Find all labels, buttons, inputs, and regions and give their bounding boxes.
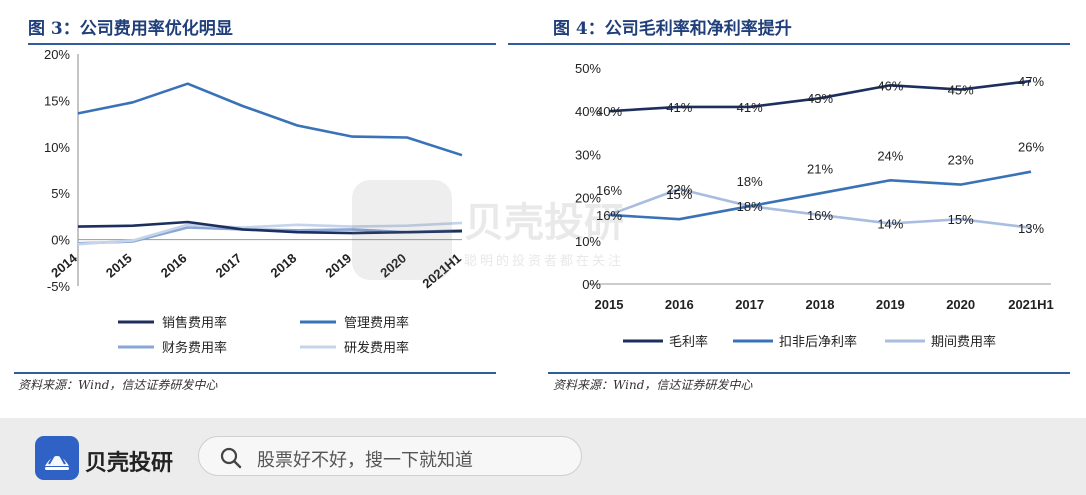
data-label: 16%	[596, 208, 622, 223]
data-label: 22%	[666, 182, 692, 197]
x-tick-label: 2021H1	[1008, 297, 1054, 312]
x-tick-label: 2020	[377, 250, 409, 280]
series-line-2	[77, 82, 463, 157]
left-bottom-rule	[14, 372, 496, 374]
legend-label: 管理费用率	[344, 315, 409, 330]
y-tick-label: 10%	[575, 234, 601, 249]
data-label: 24%	[877, 148, 903, 163]
brand-logo-icon[interactable]	[35, 436, 79, 480]
data-label: 15%	[948, 212, 974, 227]
data-label: 40%	[596, 104, 622, 119]
y-tick-label: 0%	[51, 233, 70, 248]
x-tick-label: 2016	[158, 250, 190, 280]
legend-label: 销售费用率	[162, 315, 227, 330]
right-margin-chart: 0% 10% 20% 30% 40% 50% 2015 2016 2017 2018 2019 202…	[575, 61, 1054, 349]
data-label: 43%	[807, 91, 833, 106]
x-tick-label: 2019	[876, 297, 905, 312]
data-label: 23%	[948, 153, 974, 168]
search-icon	[220, 447, 242, 469]
data-label: 16%	[596, 183, 622, 198]
x-tick-label: 2017	[213, 250, 245, 280]
right-title-rule	[508, 43, 1070, 45]
y-tick-label: 0%	[582, 277, 601, 292]
left-title-rule	[28, 43, 496, 45]
data-label: 46%	[877, 78, 903, 93]
y-tick-label: 20%	[44, 47, 70, 62]
data-label: 15%	[666, 187, 692, 202]
data-label: 45%	[948, 83, 974, 98]
x-tick-label: 2017	[735, 297, 764, 312]
data-label: 41%	[666, 100, 692, 115]
legend-label: 扣非后净利率	[779, 334, 857, 349]
legend-label: 期间费用率	[931, 334, 996, 349]
y-tick-label: 5%	[51, 186, 70, 201]
right-source-note: 资料来源：Wind，信达证券研发中心	[553, 378, 753, 392]
legend-label: 毛利率	[669, 334, 708, 349]
data-label: 14%	[877, 217, 903, 232]
y-tick-label: 50%	[575, 61, 601, 76]
x-tick-label: 2018	[806, 297, 835, 312]
y-tick-label: 30%	[575, 147, 601, 162]
x-tick-label: 2021H1	[419, 250, 464, 291]
search-input[interactable]: 股票好不好，搜一下就知道	[257, 450, 473, 471]
series-line-1	[77, 220, 463, 235]
series-line-2	[608, 170, 1032, 221]
left-source-note: 资料来源：Wind，信达证券研发中心	[18, 378, 218, 392]
search-box[interactable]: 股票好不好，搜一下就知道	[198, 436, 582, 476]
y-tick-label: -5%	[47, 279, 71, 294]
brand-name[interactable]: 贝壳投研	[85, 451, 174, 476]
footer-bar: 贝壳投研 股票好不好，搜一下就知道	[0, 418, 1086, 495]
data-label: 18%	[737, 199, 763, 214]
right-chart-title: 图 4：公司毛利率和净利率提升	[553, 19, 792, 39]
legend-label: 财务费用率	[162, 340, 227, 355]
x-tick-label: 2018	[268, 250, 300, 280]
left-chart-title: 图 3：公司费用率优化明显	[28, 19, 233, 39]
x-tick-label: 2019	[322, 250, 354, 280]
y-tick-label: 10%	[44, 140, 70, 155]
left-expense-ratio-chart: -5% 0% 5% 10% 15% 20% 2014 2015 2016 2017 2018 2019…	[44, 47, 464, 355]
data-label: 26%	[1018, 140, 1044, 155]
series-line-1	[608, 79, 1032, 113]
series-line-4	[77, 221, 463, 246]
y-tick-label: 40%	[575, 104, 601, 119]
y-tick-label: 20%	[575, 191, 601, 206]
x-tick-label: 2015	[595, 297, 624, 312]
data-label: 21%	[807, 161, 833, 176]
data-label: 16%	[807, 208, 833, 223]
x-tick-label: 2016	[665, 297, 694, 312]
x-tick-label: 2015	[103, 250, 135, 280]
data-label: 18%	[737, 174, 763, 189]
data-label: 47%	[1018, 74, 1044, 89]
x-tick-label: 2014	[48, 250, 80, 281]
y-tick-label: 15%	[44, 93, 70, 108]
data-label: 13%	[1018, 221, 1044, 236]
x-tick-label: 2020	[946, 297, 975, 312]
data-label: 41%	[737, 100, 763, 115]
right-bottom-rule	[548, 372, 1070, 374]
series-line-3	[608, 187, 1032, 230]
legend-label: 研发费用率	[344, 340, 409, 355]
